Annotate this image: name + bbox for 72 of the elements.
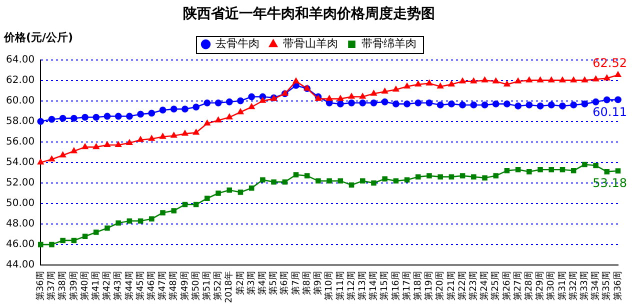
data-label: 53.18 <box>592 176 627 190</box>
y-tick-label: 44.00 <box>6 260 35 271</box>
x-tick-label: 第6周 <box>279 271 290 295</box>
x-tick-label: 第17周 <box>401 271 412 301</box>
x-tick-label: 第51周 <box>202 271 213 301</box>
x-tick-label: 第11周 <box>334 271 346 301</box>
x-tick-label: 第39周 <box>68 271 80 301</box>
x-tick-label: 第45周 <box>134 271 146 301</box>
y-tick-label: 50.00 <box>6 198 35 210</box>
x-tick-label: 第36周 <box>34 271 46 301</box>
x-tick-label: 第42周 <box>102 271 113 301</box>
x-tick-label: 第31周 <box>556 271 568 301</box>
x-tick-label: 第49周 <box>179 271 190 301</box>
x-tick-label: 第44周 <box>124 271 135 301</box>
x-tick-label: 第7周 <box>290 271 302 295</box>
x-tick-label: 第12周 <box>346 271 357 301</box>
x-tick-label: 第9周 <box>312 271 324 295</box>
x-tick-label: 2018年 <box>224 271 235 303</box>
chart-title: 陕西省近一年牛肉和羊肉价格周度走势图 <box>183 5 435 22</box>
x-tick-label: 第30周 <box>546 271 557 301</box>
x-tick-label: 第5周 <box>268 271 280 295</box>
y-tick-label: 64.00 <box>6 54 35 66</box>
x-tick-label: 第48周 <box>168 271 180 301</box>
x-tick-label: 第25周 <box>490 271 502 301</box>
x-tick-label: 第37周 <box>46 271 58 301</box>
y-tick-label: 56.00 <box>6 136 35 148</box>
y-axis-title: 价格(元/公斤) <box>3 30 74 44</box>
x-tick-label: 第4周 <box>257 271 268 295</box>
y-tick-label: 62.00 <box>6 74 35 86</box>
x-tick-label: 第33周 <box>579 271 590 301</box>
x-tick-label: 第29周 <box>534 271 546 301</box>
y-tick-label: 52.00 <box>6 178 35 189</box>
x-tick-label: 第8周 <box>301 271 312 295</box>
x-tick-label: 第50周 <box>190 271 202 301</box>
x-tick-label: 第47周 <box>157 271 168 301</box>
x-tick-label: 第32周 <box>568 271 579 301</box>
x-tick-label: 第3周 <box>246 271 257 295</box>
x-tick-label: 第26周 <box>501 271 512 301</box>
y-tick-label: 54.00 <box>6 157 35 168</box>
x-tick-label: 第23周 <box>468 271 479 301</box>
x-tick-label: 第46周 <box>146 271 158 301</box>
data-label: 60.11 <box>592 104 627 119</box>
y-tick-label: 60.00 <box>6 95 35 106</box>
x-tick-label: 第22周 <box>456 271 468 301</box>
x-tick-label: 第34周 <box>590 271 602 301</box>
x-tick-label: 第13周 <box>356 271 368 301</box>
x-tick-label: 第2周 <box>234 271 246 295</box>
x-tick-label: 第19周 <box>424 271 435 301</box>
y-tick-label: 46.00 <box>6 239 35 250</box>
data-label: 62.52 <box>592 56 627 70</box>
x-tick-label: 第52周 <box>212 271 224 301</box>
x-tick-label: 第28周 <box>524 271 535 301</box>
x-tick-label: 第41周 <box>90 271 102 301</box>
legend-label: 去骨牛肉 <box>215 37 260 50</box>
x-tick-label: 第15周 <box>379 271 390 301</box>
x-tick-label: 第20周 <box>434 271 446 301</box>
legend-label: 带骨绵羊肉 <box>361 37 416 50</box>
x-tick-label: 第38周 <box>57 271 68 301</box>
x-tick-label: 第10周 <box>324 271 335 301</box>
y-tick-label: 58.00 <box>6 116 35 127</box>
x-tick-label: 第43周 <box>112 271 124 301</box>
x-tick-label: 第27周 <box>512 271 524 301</box>
x-tick-label: 第24周 <box>479 271 490 301</box>
x-tick-label: 第36周 <box>612 271 624 301</box>
x-tick-label: 第21周 <box>446 271 457 301</box>
x-tick-label: 第14周 <box>368 271 380 301</box>
x-tick-label: 第16周 <box>390 271 402 301</box>
y-tick-label: 48.00 <box>6 218 35 230</box>
x-tick-label: 第18周 <box>412 271 424 301</box>
x-tick-label: 第35周 <box>601 271 612 301</box>
legend-label: 带骨山羊肉 <box>282 37 338 50</box>
x-tick-label: 第40周 <box>79 271 90 301</box>
